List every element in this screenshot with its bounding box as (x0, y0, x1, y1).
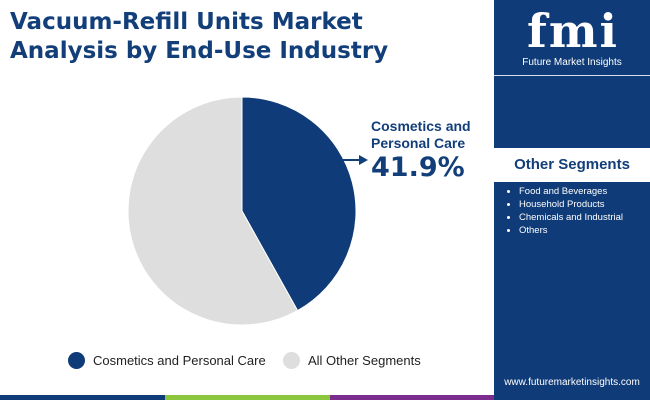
legend-swatch-cosmetics (68, 352, 85, 369)
bottom-bar-segment-green (165, 395, 330, 400)
other-segments-heading: Other Segments (514, 156, 630, 173)
logo-tagline: Future Market Insights (522, 57, 622, 68)
slice-callout: Cosmetics and Personal Care 41.9% (371, 118, 491, 184)
sidebar: fmi Future Market Insights Other Segment… (494, 0, 650, 400)
legend-label-other: All Other Segments (308, 353, 421, 368)
callout-label-line-2: Personal Care (371, 135, 466, 151)
logo-wordmark: fmi (527, 4, 619, 58)
bottom-color-bar (0, 395, 494, 400)
chart-title: Vacuum-Refill Units Market Analysis by E… (10, 8, 480, 66)
list-item: Household Products (519, 198, 623, 211)
pie-chart (127, 96, 368, 326)
other-segments-header: Other Segments (494, 148, 650, 182)
pie-slice-all-other-segments (127, 96, 299, 326)
website-link[interactable]: www.futuremarketinsights.com (504, 377, 640, 388)
callout-arrow (343, 155, 368, 165)
callout-label-line-1: Cosmetics and (371, 118, 471, 134)
logo-divider (494, 75, 650, 76)
bottom-bar-segment-purple (330, 395, 494, 400)
bottom-bar-segment-blue (0, 395, 165, 400)
fmi-logo: fmi Future Market Insights (494, 0, 650, 76)
legend-label-cosmetics: Cosmetics and Personal Care (93, 353, 266, 368)
list-item: Chemicals and Industrial (519, 211, 623, 224)
list-item: Others (519, 224, 623, 237)
legend-swatch-other (283, 352, 300, 369)
other-segments-list: Food and Beverages Household Products Ch… (506, 185, 623, 237)
callout-value: 41.9% (371, 152, 465, 183)
list-item: Food and Beverages (519, 185, 623, 198)
title-line-1: Vacuum-Refill Units Market (10, 9, 363, 35)
pie-slice-cosmetics-and-personal-care (241, 96, 357, 312)
title-line-2: Analysis by End-Use Industry (10, 38, 389, 64)
